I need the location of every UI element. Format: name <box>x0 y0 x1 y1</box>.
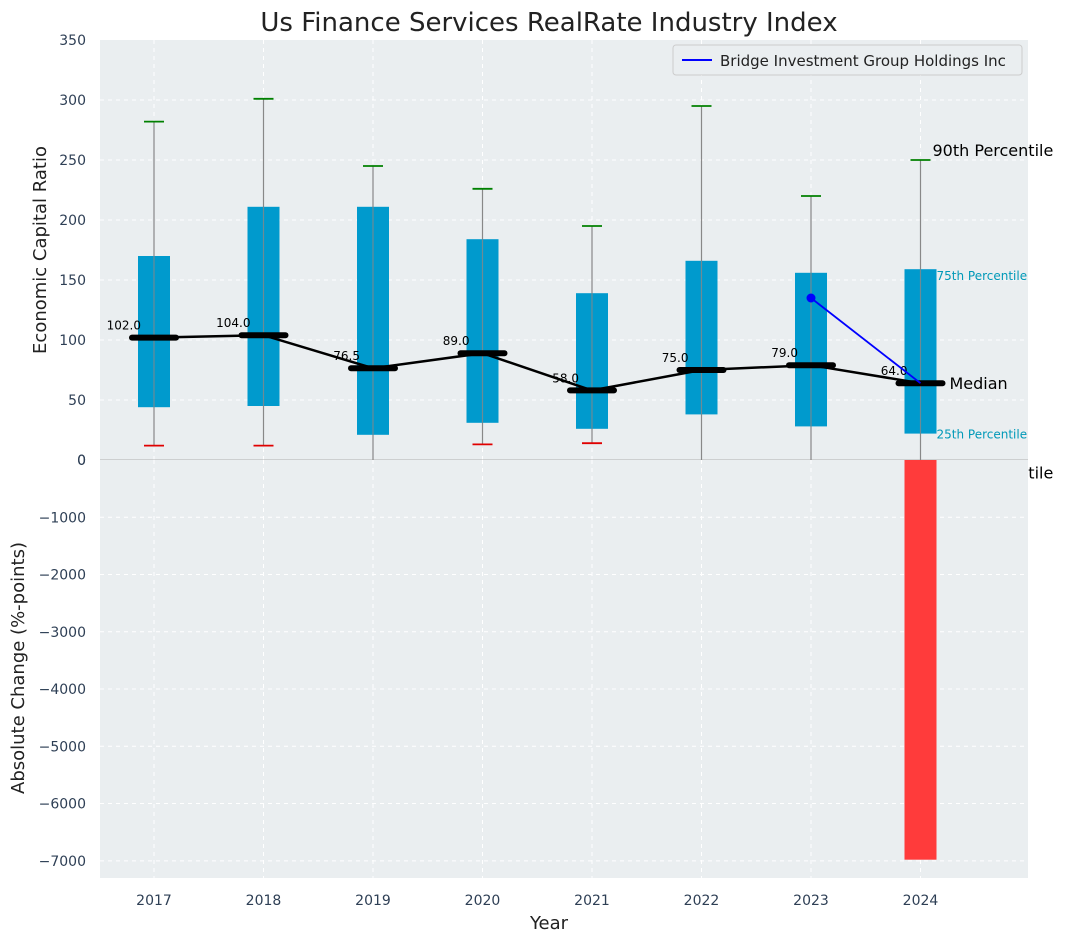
median-value-label: 64.0 <box>881 364 908 378</box>
median-value-label: 79.0 <box>771 346 798 360</box>
y-tick-label-top: 50 <box>68 393 86 409</box>
median-value-label: 75.0 <box>662 351 689 365</box>
y-tick-label-top: 350 <box>59 33 86 49</box>
y-tick-label-top: 150 <box>59 273 86 289</box>
x-tick-label: 2020 <box>465 893 501 909</box>
y-tick-label-bottom: 0 <box>77 453 86 469</box>
x-tick-label: 2023 <box>793 893 829 909</box>
x-tick-label: 2017 <box>136 893 172 909</box>
y-tick-label-bottom: −2000 <box>39 568 86 584</box>
top-panel: 0 50 100 150 200 250 300 350 102.0 104.0 76.5 89.0 5… <box>59 33 1053 482</box>
y-axis-title-top: Economic Capital Ratio <box>30 146 51 354</box>
annotation-median: Median <box>950 374 1008 393</box>
y-tick-label-top: 200 <box>59 213 86 229</box>
top-panel-background <box>100 40 1028 460</box>
median-value-label: 58.0 <box>552 371 579 385</box>
legend-box <box>672 44 1023 76</box>
x-axis-title: Year <box>529 913 569 934</box>
y-tick-label-bottom: −7000 <box>39 854 86 870</box>
annotation-p25: 25th Percentile <box>937 428 1028 442</box>
legend-label-company: Bridge Investment Group Holdings Inc <box>720 52 1006 70</box>
y-tick-label-top: 100 <box>59 333 86 349</box>
y-tick-label-bottom: −5000 <box>39 739 86 755</box>
y-tick-label-top: 0 <box>77 453 86 469</box>
bottom-panel-background <box>100 460 1028 878</box>
bottom-panel: 0 −1000 −2000 −3000 −4000 −5000 −6000 −7000 2017… <box>39 453 1028 909</box>
median-value-label: 104.0 <box>216 316 250 330</box>
annotation-p75: 75th Percentile <box>937 269 1028 283</box>
chart-title: Us Finance Services RealRate Industry In… <box>260 8 837 38</box>
y-tick-label-bottom: −3000 <box>39 625 86 641</box>
change-bar <box>904 460 937 860</box>
company-series-line <box>810 297 922 384</box>
x-tick-label: 2021 <box>574 893 610 909</box>
company-series-point <box>806 293 816 303</box>
y-tick-label-bottom: −1000 <box>39 510 86 526</box>
y-axis-title-bottom: Absolute Change (%-points) <box>8 542 29 794</box>
median-value-label: 102.0 <box>107 319 141 333</box>
y-tick-label-top: 300 <box>59 93 86 109</box>
y-tick-label-bottom: −4000 <box>39 682 86 698</box>
x-tick-label: 2019 <box>355 893 391 909</box>
legend: Bridge Investment Group Holdings Inc <box>672 44 1023 76</box>
y-tick-label-bottom: −6000 <box>39 797 86 813</box>
annotation-p90: 90th Percentile <box>933 141 1054 160</box>
median-value-label: 89.0 <box>443 334 470 348</box>
median-value-label: 76.5 <box>333 349 360 363</box>
x-tick-label: 2022 <box>684 893 720 909</box>
x-tick-label: 2024 <box>903 893 939 909</box>
y-tick-label-top: 250 <box>59 153 86 169</box>
x-tick-label: 2018 <box>246 893 282 909</box>
